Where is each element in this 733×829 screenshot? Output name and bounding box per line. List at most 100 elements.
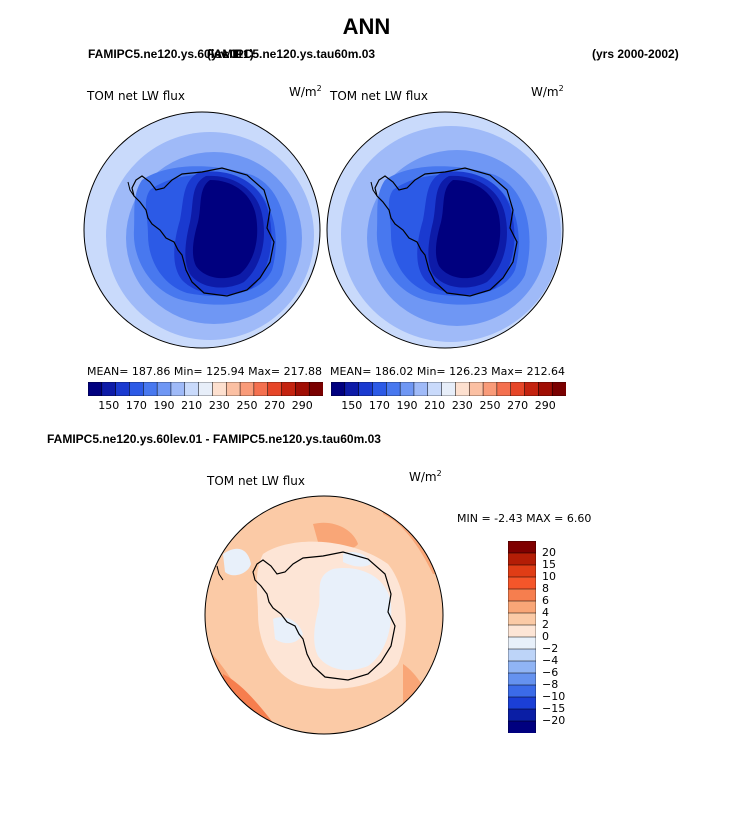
diff-colorbar-swatch [508, 648, 536, 662]
colorbar-swatch [198, 382, 213, 396]
diff-variable-label: TOM net LW flux [207, 474, 305, 488]
colorbar-tick-label: 210 [181, 399, 203, 412]
diff-colorbar-tick-label: 2 [542, 618, 549, 631]
panel1-stats: MEAN= 187.86 Min= 125.94 Max= 217.88 [87, 365, 323, 378]
colorbar-swatch [101, 382, 117, 396]
colorbar-swatch [267, 382, 283, 396]
diff-colorbar-swatch [508, 624, 536, 638]
colorbar-swatch [551, 382, 566, 396]
diff-title: FAMIPC5.ne120.ys.60lev.01 - FAMIPC5.ne12… [47, 432, 381, 446]
diff-colorbar-tick-label: −8 [542, 678, 559, 691]
colorbar-swatch [212, 382, 227, 396]
panel2-colorbar-labels: 150 170 190 210 230 250 270 290 [331, 399, 566, 413]
diff-colorbar-tick-label: 15 [542, 558, 556, 571]
colorbar-swatch [115, 382, 131, 396]
colorbar-swatch [496, 382, 512, 396]
diff-colorbar-tick-label: −15 [542, 702, 566, 715]
colorbar-swatch [253, 382, 269, 396]
colorbar-tick-label: 290 [534, 399, 556, 412]
colorbar-swatch [88, 382, 103, 396]
colorbar-tick-label: 210 [424, 399, 446, 412]
colorbar-tick-label: 190 [396, 399, 418, 412]
diff-colorbar-tick-label: −20 [542, 714, 566, 727]
diff-colorbar-swatch [508, 708, 536, 722]
diff-colorbar-swatch [508, 588, 536, 602]
colorbar-swatch [468, 382, 484, 396]
diff-colorbar-swatch [508, 696, 536, 710]
colorbar-swatch [510, 382, 526, 396]
colorbar-swatch [331, 382, 346, 396]
colorbar-swatch [427, 382, 443, 396]
colorbar-tick-label: 230 [451, 399, 473, 412]
diff-colorbar-swatch [508, 612, 536, 626]
diff-polar-map [204, 495, 444, 735]
colorbar-swatch [358, 382, 374, 396]
colorbar-swatch [372, 382, 387, 396]
diff-colorbar-swatch [508, 541, 536, 554]
panel1-units: W/m2 [289, 84, 322, 99]
colorbar-swatch [184, 382, 200, 396]
colorbar-swatch [156, 382, 172, 396]
diff-colorbar-swatch [508, 576, 536, 590]
colorbar-swatch [129, 382, 144, 396]
diff-colorbar-swatch [508, 684, 536, 698]
main-title: ANN [342, 14, 391, 39]
years-range: (yrs 2000-2002) [592, 47, 679, 61]
diff-colorbar-tick-label: −6 [542, 666, 559, 679]
colorbar-swatch [455, 382, 470, 396]
colorbar-swatch [281, 382, 296, 396]
colorbar-tick-label: 250 [479, 399, 501, 412]
colorbar-tick-label: 230 [208, 399, 230, 412]
diff-colorbar-tick-label: −10 [542, 690, 566, 703]
panel2-stats: MEAN= 186.02 Min= 126.23 Max= 212.64 [330, 365, 566, 378]
colorbar-swatch [344, 382, 360, 396]
diff-colorbar-swatch [508, 552, 536, 566]
diff-colorbar-tick-label: 20 [542, 546, 556, 559]
colorbar-swatch [225, 382, 241, 396]
colorbar-swatch [524, 382, 539, 396]
colorbar-swatch [239, 382, 255, 396]
diff-colorbar [508, 541, 536, 733]
colorbar-swatch [413, 382, 429, 396]
test-case-name: FAMIPC5.ne120.ys.60lev.01 [88, 47, 244, 61]
colorbar-tick-label: 290 [291, 399, 313, 412]
panel1-colorbar-labels: 150 170 190 210 230 250 270 290 [88, 399, 323, 413]
colorbar-swatch [538, 382, 553, 396]
colorbar-swatch [482, 382, 498, 396]
diff-colorbar-tick-label: −2 [542, 642, 559, 655]
colorbar-tick-label: 170 [368, 399, 390, 412]
diff-colorbar-labels: 20 15 10 8 6 4 2 0 −2 −4 −6 −8 −10 −15 −20 [538, 541, 578, 733]
colorbar-swatch [170, 382, 186, 396]
colorbar-tick-label: 170 [125, 399, 147, 412]
colorbar-tick-label: 270 [264, 399, 286, 412]
panel2-units: W/m2 [531, 84, 564, 99]
diff-colorbar-tick-label: −4 [542, 654, 559, 667]
diff-colorbar-tick-label: 4 [542, 606, 549, 619]
colorbar-tick-label: 250 [236, 399, 258, 412]
diff-colorbar-tick-label: 0 [542, 630, 549, 643]
panel1-variable-label: TOM net LW flux [87, 89, 185, 103]
colorbar-swatch [441, 382, 456, 396]
test-years: (yrs 1-1) [207, 47, 254, 61]
diff-colorbar-tick-label: 6 [542, 594, 549, 607]
colorbar-tick-label: 270 [507, 399, 529, 412]
colorbar-swatch [143, 382, 158, 396]
panel2-polar-map [326, 111, 564, 349]
colorbar-tick-label: 150 [341, 399, 363, 412]
diff-minmax: MIN = -2.43 MAX = 6.60 [457, 512, 592, 525]
colorbar-tick-label: 190 [153, 399, 175, 412]
colorbar-swatch [308, 382, 323, 396]
control-case-name: FAMIPC5.ne120.ys.tau60m.03 [207, 47, 376, 61]
diff-colorbar-swatch [508, 672, 536, 686]
colorbar-swatch [295, 382, 310, 396]
diff-colorbar-tick-label: 10 [542, 570, 556, 583]
colorbar-swatch [399, 382, 415, 396]
panel1-colorbar [88, 382, 323, 396]
diff-colorbar-swatch [508, 660, 536, 674]
panel2-variable-label: TOM net LW flux [330, 89, 428, 103]
diff-colorbar-swatch [508, 720, 536, 733]
diff-colorbar-swatch [508, 636, 536, 650]
panel2-colorbar [331, 382, 566, 396]
colorbar-tick-label: 150 [98, 399, 120, 412]
panel1-polar-map [83, 111, 321, 349]
